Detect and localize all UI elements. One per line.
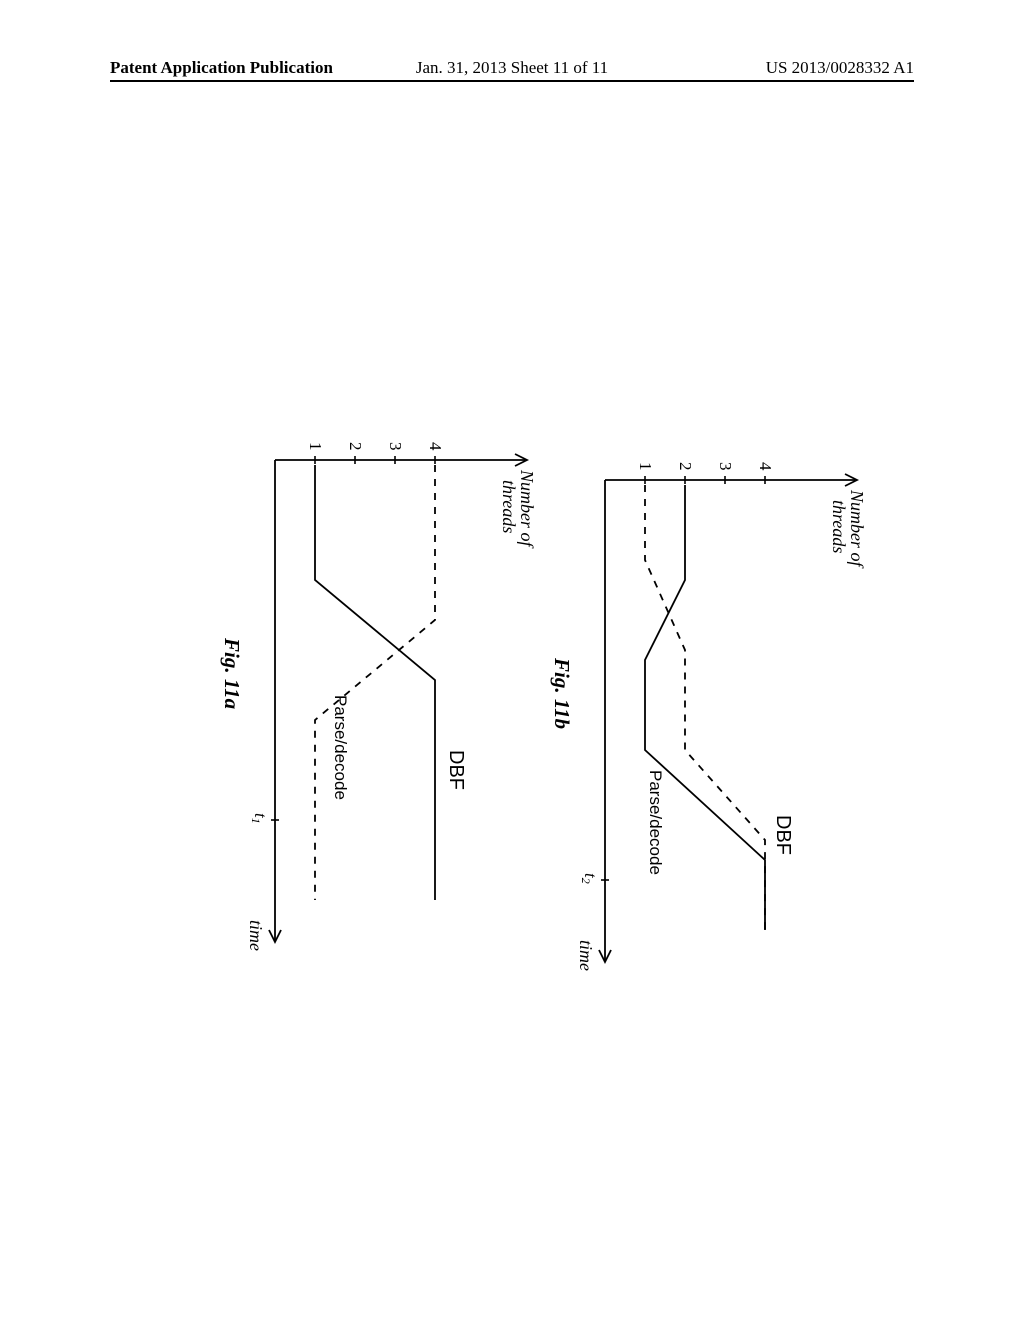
parse-label-a: Parse/decode (331, 695, 350, 800)
header-rule (110, 80, 914, 82)
fig-caption-b: Fig. 11b (550, 657, 574, 729)
figure-11b-chart: 1 2 3 4 Number of threads DBF Parse/deco… (545, 420, 875, 1000)
header-left-text: Patent Application Publication (110, 58, 333, 78)
ytick-3: 3 (386, 442, 405, 451)
y-axis-label-b: Number of threads (829, 489, 867, 571)
x-axis-label-a: time (246, 920, 266, 951)
xtick-b: t2 (579, 873, 600, 884)
fig-caption-a: Fig. 11a (220, 637, 244, 709)
ytick-3b: 3 (716, 462, 735, 471)
x-axis-label-b: time (576, 940, 596, 971)
parse-label-b: Parse/decode (646, 770, 665, 875)
ytick-1b: 1 (636, 462, 655, 471)
header-right-text: US 2013/0028332 A1 (766, 58, 914, 78)
ytick-2b: 2 (676, 462, 695, 471)
xtick-a: t1 (249, 813, 270, 824)
header-center-text: Jan. 31, 2013 Sheet 11 of 11 (416, 58, 608, 78)
figure-11b-container: 1 2 3 4 Number of threads DBF Parse/deco… (420, 420, 1000, 1000)
dbf-label-b: DBF (772, 815, 794, 855)
ytick-2: 2 (346, 442, 365, 451)
page-header: Patent Application Publication Jan. 31, … (0, 50, 1024, 90)
ytick-1: 1 (306, 442, 325, 451)
ytick-4b: 4 (756, 462, 775, 471)
